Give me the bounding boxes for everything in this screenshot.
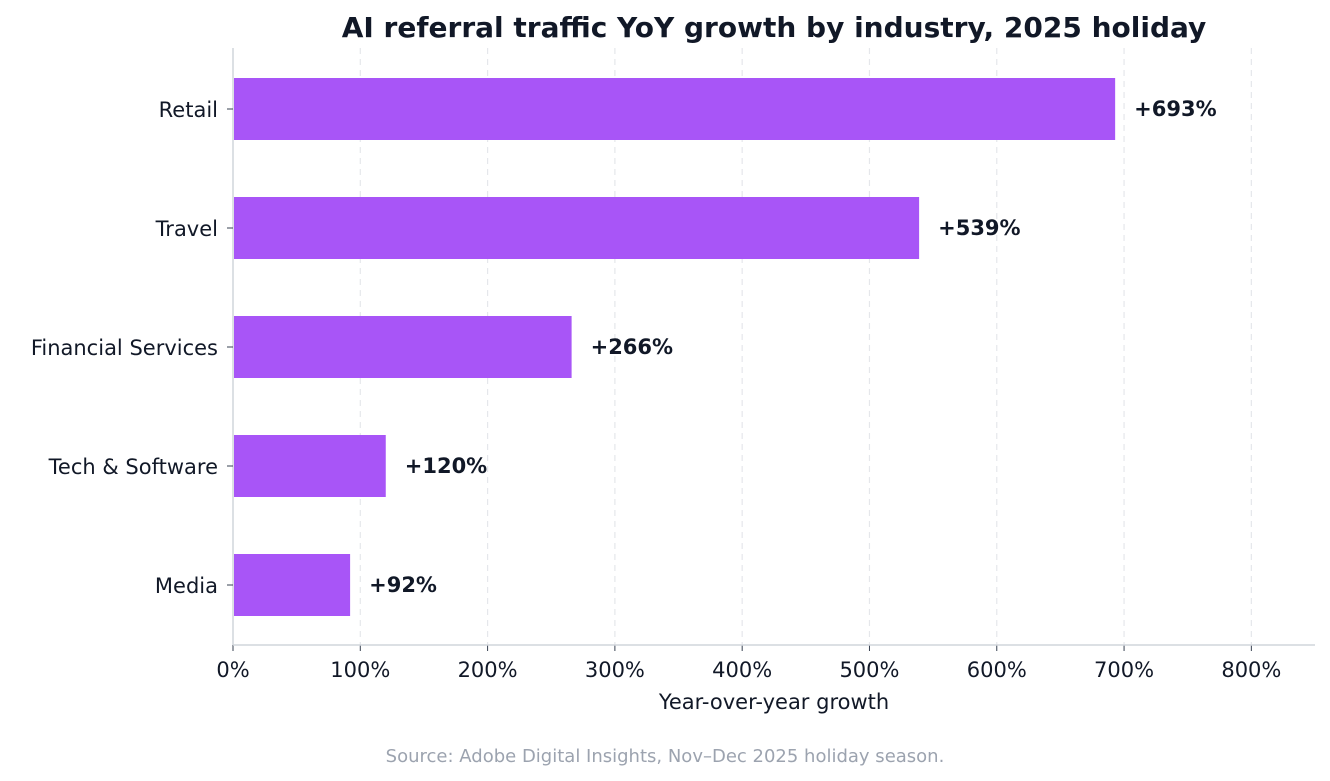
x-tick-label: 100% xyxy=(330,658,390,682)
category-label: Media xyxy=(155,574,218,598)
x-tick-label: 300% xyxy=(585,658,645,682)
axes: 0% 100% 200% 300% 400% 500% 600% 700% 800% Retail… xyxy=(31,48,1315,682)
category-label: Tech & Software xyxy=(48,455,218,479)
category-label: Retail xyxy=(159,98,218,122)
bar xyxy=(234,435,386,497)
bar xyxy=(234,78,1116,140)
data-label: +120% xyxy=(405,454,487,478)
bar xyxy=(234,316,572,378)
x-tick-label: 700% xyxy=(1094,658,1154,682)
bar xyxy=(234,554,351,616)
x-tick-label: 600% xyxy=(967,658,1027,682)
source-note: Source: Adobe Digital Insights, Nov–Dec … xyxy=(386,746,945,767)
data-label: +92% xyxy=(369,573,437,597)
x-tick-label: 400% xyxy=(712,658,772,682)
data-label: +539% xyxy=(938,216,1020,240)
grid-lines xyxy=(359,48,1252,645)
data-label: +266% xyxy=(591,335,673,359)
category-label: Travel xyxy=(155,217,218,241)
bar xyxy=(234,197,920,259)
x-tick-label: 500% xyxy=(839,658,899,682)
x-tick-label: 800% xyxy=(1221,658,1281,682)
x-tick-label: 0% xyxy=(216,658,249,682)
x-axis-title: Year-over-year growth xyxy=(658,690,889,714)
x-tick-label: 200% xyxy=(458,658,518,682)
chart-title: AI referral traffic YoY growth by indust… xyxy=(342,11,1207,44)
bars: +693% +539% +266% +120% +92% xyxy=(234,78,1217,616)
category-label: Financial Services xyxy=(31,336,218,360)
data-label: +693% xyxy=(1134,97,1216,121)
